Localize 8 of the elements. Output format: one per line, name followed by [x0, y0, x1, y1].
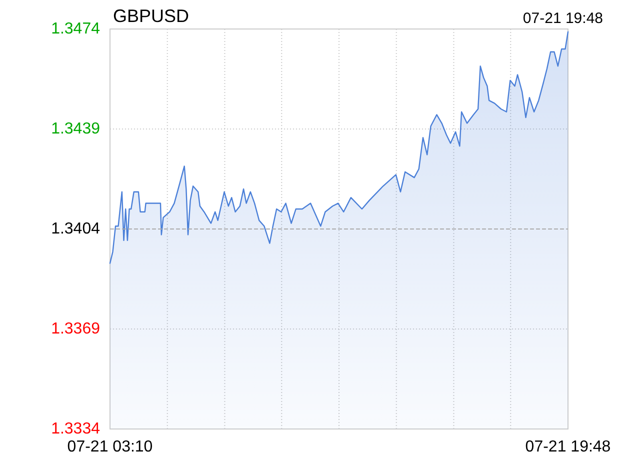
y-tick-label: 1.3474 — [51, 20, 100, 38]
chart-title: GBPUSD — [113, 6, 190, 26]
x-tick-label: 07-21 03:10 — [67, 438, 153, 456]
chart-subtitle: 07-21 19:48 — [522, 10, 604, 27]
y-tick-label: 1.3369 — [51, 320, 100, 338]
y-tick-label: 1.3404 — [51, 220, 100, 238]
y-tick-label: 1.3334 — [51, 420, 100, 438]
y-tick-label: 1.3439 — [51, 120, 100, 138]
